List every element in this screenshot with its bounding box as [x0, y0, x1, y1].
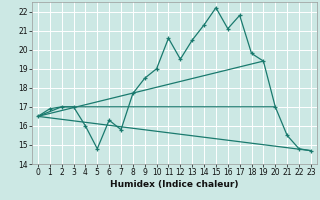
- X-axis label: Humidex (Indice chaleur): Humidex (Indice chaleur): [110, 180, 239, 189]
